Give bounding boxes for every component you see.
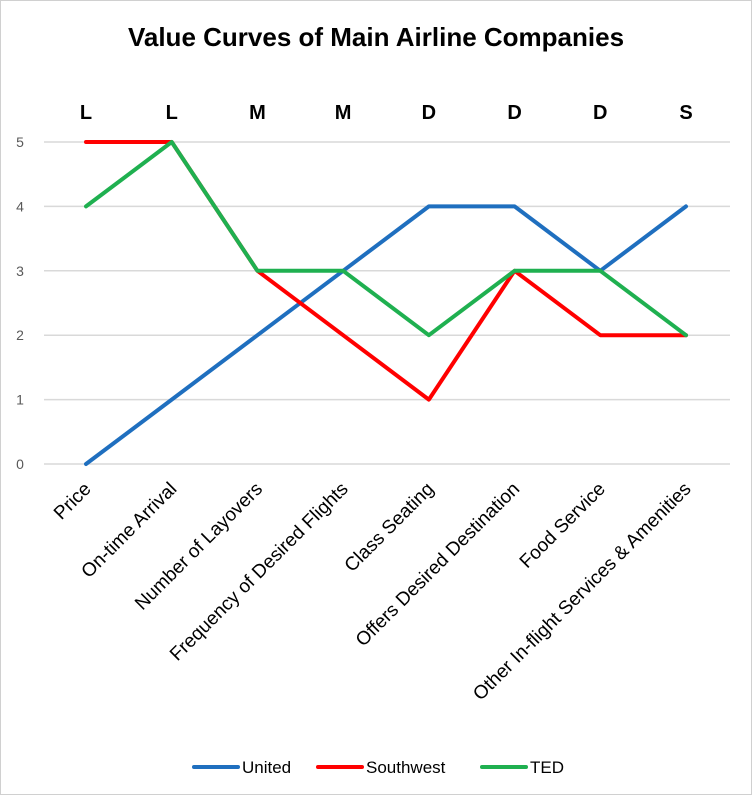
y-tick-label: 1 xyxy=(16,392,24,408)
series-layer xyxy=(84,140,688,466)
legend-label: United xyxy=(242,758,291,777)
x-tick-label: Frequency of Desired Flights xyxy=(166,479,353,666)
y-tick-label: 4 xyxy=(16,198,24,214)
x-tick-label: Price xyxy=(50,479,95,524)
top-label: D xyxy=(593,102,607,124)
legend: United Southwest TED xyxy=(192,758,564,777)
y-tick-label: 2 xyxy=(16,327,24,343)
x-tick-label: Class Seating xyxy=(341,479,439,577)
y-tick-label: 5 xyxy=(16,134,24,150)
top-label: M xyxy=(335,102,352,124)
top-label: L xyxy=(166,102,178,124)
top-label: D xyxy=(507,102,521,124)
series-line-ted xyxy=(84,140,688,338)
chart-title: Value Curves of Main Airline Companies xyxy=(128,22,624,52)
legend-label: TED xyxy=(530,758,564,777)
y-axis-ticks: 0 1 2 3 4 5 xyxy=(16,134,24,472)
legend-label: Southwest xyxy=(366,758,446,777)
top-label: S xyxy=(679,102,692,124)
top-label: M xyxy=(249,102,266,124)
x-tick-label: Offers Desired Destination xyxy=(352,479,524,651)
series-line-united xyxy=(84,204,688,466)
x-tick-label: Food Service xyxy=(516,479,610,573)
grid-layer xyxy=(44,141,730,465)
y-tick-label: 3 xyxy=(16,263,24,279)
y-tick-label: 0 xyxy=(16,456,24,472)
top-label: D xyxy=(422,102,436,124)
top-label: L xyxy=(80,102,92,124)
